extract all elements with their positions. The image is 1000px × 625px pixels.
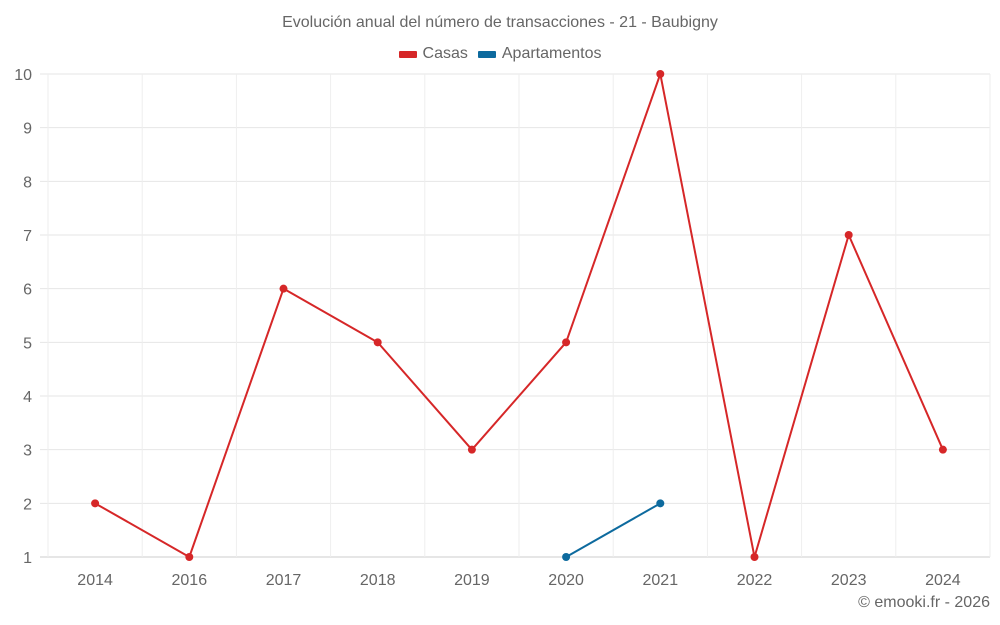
data-point-casas[interactable] [91,499,100,508]
y-tick-label: 3 [23,443,32,460]
legend-item-casas[interactable]: Casas [398,45,468,63]
x-tick-label: 2023 [831,572,867,589]
y-tick-label: 2 [23,496,32,513]
chart-title: Evolución anual del número de transaccio… [282,14,718,31]
x-tick-label: 2016 [172,572,208,589]
y-tick-label: 5 [23,335,32,352]
y-tick-label: 7 [23,228,32,245]
legend-label-apartamentos: Apartamentos [501,45,602,62]
data-point-apartamentos[interactable] [656,499,665,508]
data-point-casas[interactable] [656,70,665,78]
y-tick-label: 10 [14,67,32,84]
data-point-casas[interactable] [467,445,476,454]
y-tick-label: 6 [23,282,32,299]
data-point-casas[interactable] [844,231,853,239]
x-tick-label: 2020 [548,572,584,589]
data-point-casas[interactable] [750,553,759,561]
legend-item-apartamentos[interactable]: Apartamentos [477,45,602,63]
x-tick-label: 2021 [643,572,679,589]
chart-legend: Casas Apartamentos [0,45,1000,63]
y-tick-label: 1 [23,550,32,567]
series-line-apartamentos [565,502,661,558]
x-tick-label: 2019 [454,572,490,589]
data-point-casas[interactable] [938,445,947,454]
data-point-casas[interactable] [279,284,288,293]
x-tick-label: 2022 [737,572,773,589]
x-tick-label: 2018 [360,572,396,589]
x-tick-label: 2014 [77,572,113,589]
copyright-credit: © emooki.fr - 2026 [858,594,990,611]
data-point-casas[interactable] [185,553,194,561]
data-point-casas[interactable] [373,338,382,347]
x-tick-label: 2024 [925,572,961,589]
y-tick-label: 8 [23,174,32,191]
legend-label-casas: Casas [422,45,468,62]
data-point-casas[interactable] [562,338,571,347]
y-tick-label: 4 [23,389,32,406]
y-tick-label: 9 [23,121,32,138]
series-line-casas [94,73,944,558]
x-tick-label: 2017 [266,572,302,589]
data-point-apartamentos[interactable] [562,553,571,561]
legend-swatch-casas-icon [398,50,417,58]
legend-swatch-apartamentos-icon [477,50,496,58]
